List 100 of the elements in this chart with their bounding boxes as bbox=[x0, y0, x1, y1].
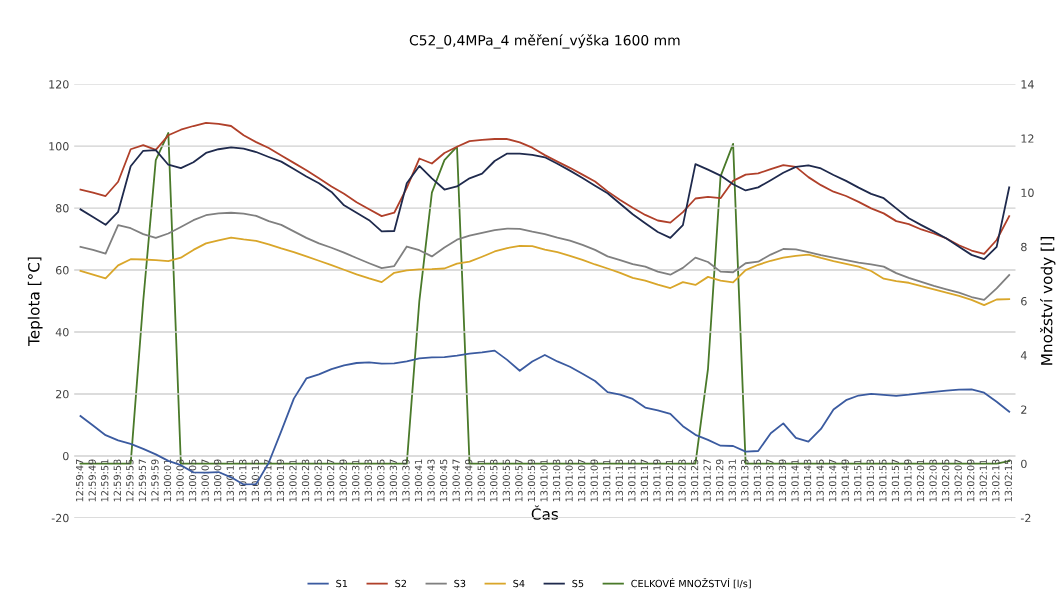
x-tick-label: 13:01:31 bbox=[728, 459, 736, 502]
x-tick-label: 12:59:51 bbox=[101, 459, 109, 502]
x-tick-label: 13:01:15 bbox=[628, 459, 636, 502]
x-tick-label: 13:01:33 bbox=[741, 459, 749, 502]
x-tick-label: 13:01:17 bbox=[640, 459, 649, 502]
x-tick-label: 13:01:05 bbox=[565, 459, 573, 502]
x-tick-label: 13:02:03 bbox=[929, 459, 937, 502]
x-tick-label: 13:02:07 bbox=[954, 459, 962, 502]
x-tick-label: 13:02:09 bbox=[967, 459, 975, 502]
x-tick-label: 13:00:53 bbox=[490, 459, 498, 502]
y-tick-label: 120 bbox=[49, 80, 69, 89]
x-tick-label: 13:01:49 bbox=[841, 459, 849, 502]
x-tick-label: 13:01:07 bbox=[577, 459, 586, 502]
x-tick-label: 13:01:55 bbox=[879, 459, 887, 502]
y2-tick-label: 10 bbox=[1021, 188, 1034, 197]
x-tick-label: 13:00:29 bbox=[339, 459, 347, 502]
x-tick-label: 13:00:15 bbox=[251, 459, 259, 502]
y-tick-label: 80 bbox=[55, 204, 69, 213]
line-series bbox=[79, 121, 1011, 255]
x-tick-label: 13:00:33 bbox=[364, 459, 372, 502]
x-tick-label: 13:00:57 bbox=[515, 459, 523, 502]
x-tick-label: 13:00:05 bbox=[188, 459, 197, 502]
x-tick-label: 12:59:47 bbox=[75, 459, 84, 502]
y2-axis-title: Množství vody [l] bbox=[1040, 237, 1056, 365]
x-tick-label: 13:00:19 bbox=[276, 459, 285, 502]
x-tick-label: 12:59:53 bbox=[113, 459, 121, 502]
legend-label: S2 bbox=[395, 579, 407, 588]
y-tick-label: 60 bbox=[55, 266, 69, 275]
x-tick-label: 13:00:07 bbox=[201, 459, 209, 502]
x-tick-label: 13:00:49 bbox=[465, 459, 473, 502]
x-tick-label: 13:02:15 bbox=[1004, 459, 1013, 502]
line-series bbox=[79, 211, 1011, 301]
x-tick-label: 13:01:13 bbox=[615, 459, 623, 502]
x-tick-label: 13:00:17 bbox=[264, 459, 272, 502]
x-tick-label: 13:01:09 bbox=[590, 459, 598, 502]
x-tick-label: 13:02:11 bbox=[979, 459, 987, 502]
x-tick-label: 12:59:49 bbox=[88, 459, 96, 502]
x-tick-label: 13:00:51 bbox=[477, 459, 485, 502]
legend-label: S1 bbox=[336, 579, 348, 588]
x-tick-label: 13:01:57 bbox=[891, 459, 900, 502]
y2-tick-label: 6 bbox=[1021, 297, 1027, 306]
x-tick-label: 13:02:13 bbox=[992, 459, 1000, 502]
x-tick-label: 13:01:21 bbox=[665, 459, 674, 502]
x-tick-label: 13:01:37 bbox=[766, 459, 774, 502]
x-tick-label: 12:59:57 bbox=[138, 459, 147, 502]
x-tick-label: 13:01:59 bbox=[904, 459, 912, 502]
x-tick-label: 13:00:43 bbox=[427, 459, 435, 502]
x-tick-label: 13:01:35 bbox=[753, 459, 762, 502]
y-tick-label: 20 bbox=[56, 389, 69, 399]
y2-tick-label: 14 bbox=[1021, 80, 1034, 89]
x-tick-label: 13:01:27 bbox=[703, 459, 711, 502]
x-tick-label: 13:01:51 bbox=[854, 459, 862, 502]
legend-label: S3 bbox=[454, 579, 466, 588]
x-tick-label: 13:01:03 bbox=[552, 459, 561, 502]
x-tick-label: 13:01:01 bbox=[540, 459, 548, 502]
x-tick-label: 13:01:39 bbox=[778, 459, 787, 502]
chart-title: C52_0,4MPa_4 měření_výška 1600 mm bbox=[409, 34, 680, 49]
legend-label: S5 bbox=[572, 579, 584, 588]
y-tick-label: -20 bbox=[51, 513, 69, 523]
x-tick-label: 13:00:37 bbox=[389, 459, 398, 502]
x-tick-label: 13:00:31 bbox=[352, 459, 360, 502]
legend-label: S4 bbox=[513, 579, 525, 588]
x-tick-label: 13:00:11 bbox=[226, 459, 234, 502]
x-tick-label: 13:02:01 bbox=[916, 459, 925, 502]
x-tick-label: 13:01:47 bbox=[828, 459, 837, 502]
x-tick-label: 13:00:23 bbox=[301, 459, 310, 502]
x-tick-label: 13:00:01 bbox=[163, 459, 172, 502]
x-tick-label: 13:01:45 bbox=[816, 459, 824, 502]
x-tick-label: 13:01:25 bbox=[690, 459, 699, 502]
legend-label: CELKOVÉ MNOŽSTVÍ [l/s] bbox=[631, 578, 751, 589]
y-tick-label: 0 bbox=[63, 451, 69, 461]
x-tick-label: 13:00:39 bbox=[402, 459, 410, 502]
x-tick-label: 13:00:27 bbox=[326, 459, 335, 502]
x-tick-label: 13:00:03 bbox=[176, 459, 184, 502]
x-tick-label: 13:01:41 bbox=[791, 459, 799, 502]
y-tick-label: 40 bbox=[55, 327, 69, 337]
x-tick-label: 13:00:09 bbox=[214, 459, 222, 502]
x-tick-label: 13:00:55 bbox=[502, 459, 511, 502]
x-tick-label: 13:01:11 bbox=[603, 459, 611, 502]
x-tick-label: 13:01:43 bbox=[803, 459, 812, 502]
x-tick-label: 13:01:19 bbox=[653, 459, 661, 502]
y2-tick-label: 12 bbox=[1021, 134, 1034, 143]
x-tick-label: 13:00:45 bbox=[439, 459, 448, 502]
x-tick-label: 12:59:59 bbox=[151, 459, 159, 502]
x-tick-label: 13:01:23 bbox=[678, 459, 686, 502]
x-tick-label: 13:00:13 bbox=[239, 459, 247, 502]
x-tick-label: 13:02:05 bbox=[941, 459, 950, 502]
line-series bbox=[79, 236, 1011, 306]
x-tick-label: 13:00:35 bbox=[377, 459, 385, 502]
y2-tick-label: -2 bbox=[1020, 513, 1031, 523]
x-tick-label: 13:00:59 bbox=[527, 459, 536, 502]
x-tick-label: 13:00:47 bbox=[452, 459, 460, 502]
x-tick-label: 12:59:55 bbox=[126, 459, 134, 502]
y2-tick-label: 2 bbox=[1021, 405, 1027, 414]
y-axis-title: Teplota [°C] bbox=[27, 257, 43, 347]
x-tick-label: 13:00:41 bbox=[414, 459, 423, 502]
y2-tick-label: 4 bbox=[1020, 351, 1027, 360]
line-series bbox=[79, 146, 1011, 261]
y2-tick-label: 0 bbox=[1021, 459, 1027, 469]
x-axis-title: Čas bbox=[531, 505, 559, 520]
